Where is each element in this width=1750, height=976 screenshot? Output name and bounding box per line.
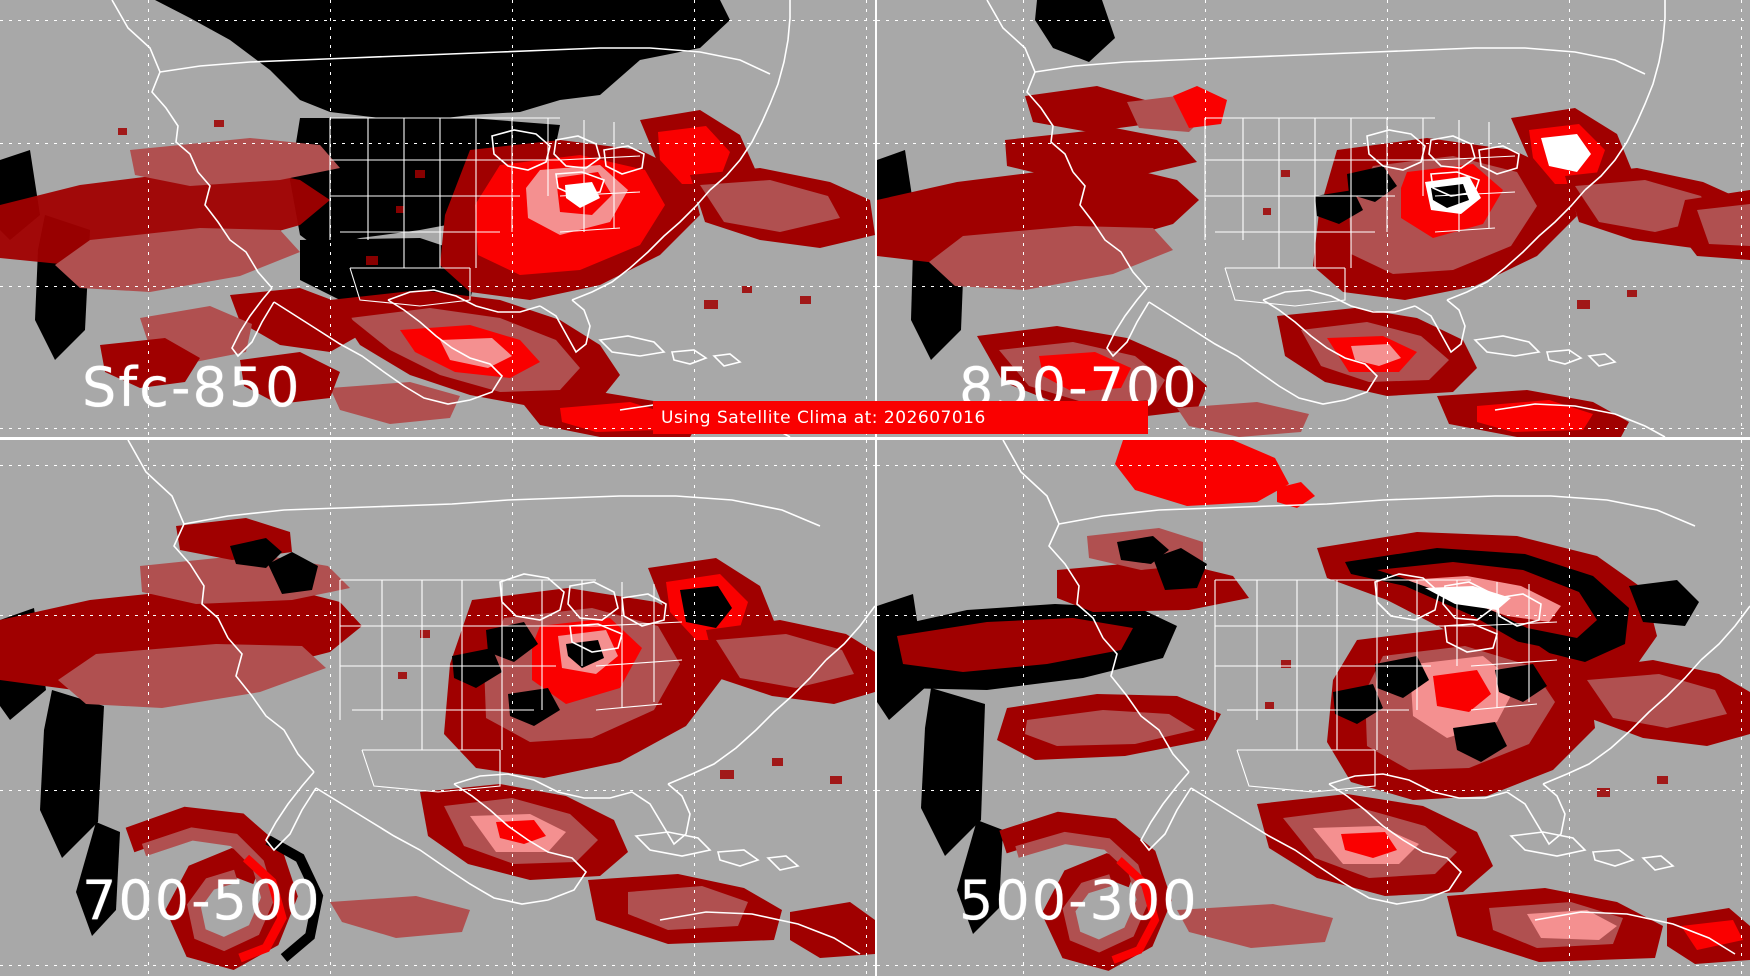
panel-700-500[interactable]: 700-500 (0, 440, 875, 976)
panel-divider-vertical (875, 0, 877, 976)
map-raster-500-300 (877, 440, 1750, 976)
panel-divider-horizontal (0, 437, 1750, 440)
map-coastlines-500-300 (877, 440, 1750, 976)
status-banner: Using Satellite Clima at: 202607016 (653, 401, 1148, 434)
panel-label-sfc-850: Sfc-850 (82, 356, 302, 419)
panel-label-500-300: 500-300 (959, 869, 1199, 932)
status-banner-text: Using Satellite Clima at: 202607016 (661, 407, 986, 428)
map-raster-sfc-850 (0, 0, 875, 437)
panel-sfc-850[interactable]: Sfc-850 (0, 0, 875, 437)
panel-500-300[interactable]: 500-300 (877, 440, 1750, 976)
panel-850-700[interactable]: 850-700 (877, 0, 1750, 437)
map-coastlines-700-500 (0, 440, 875, 976)
map-raster-700-500 (0, 440, 875, 976)
panel-label-700-500: 700-500 (82, 869, 322, 932)
